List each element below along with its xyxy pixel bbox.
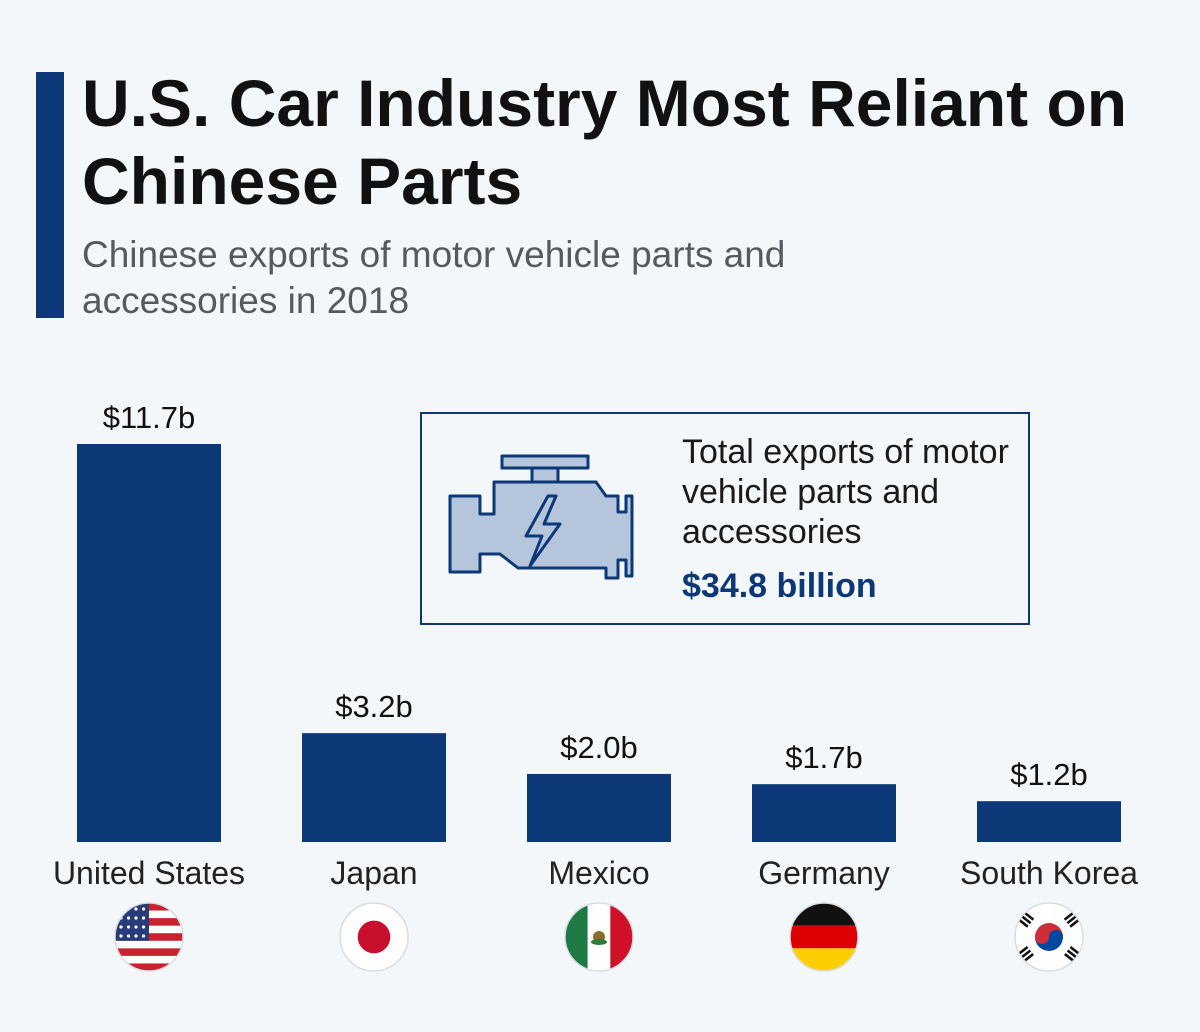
bar-south-korea xyxy=(977,801,1121,842)
germany-flag-icon xyxy=(789,902,859,972)
value-label-germany: $1.7b xyxy=(785,740,863,775)
category-label-japan: Japan xyxy=(330,855,417,891)
south-korea-flag-icon xyxy=(1014,902,1084,972)
value-label-japan: $3.2b xyxy=(335,689,413,724)
category-label-united-states: United States xyxy=(53,855,245,891)
us-flag-icon xyxy=(114,902,184,972)
title-accent-bar xyxy=(36,72,64,318)
value-label-united-states: $11.7b xyxy=(103,400,196,435)
total-exports-label: Total exports of motor vehicle parts and… xyxy=(682,433,1009,551)
mexico-flag-icon xyxy=(564,902,634,972)
bar-japan xyxy=(302,733,446,842)
bar-germany xyxy=(752,784,896,842)
category-label-germany: Germany xyxy=(758,855,890,891)
chart-subtitle: Chinese exports of motor vehicle parts a… xyxy=(82,234,786,321)
total-exports-box: Total exports of motor vehicle parts and… xyxy=(420,412,1030,625)
category-label-mexico: Mexico xyxy=(548,855,649,891)
value-label-mexico: $2.0b xyxy=(560,730,638,765)
total-exports-value: $34.8 billion xyxy=(682,567,877,605)
value-label-south-korea: $1.2b xyxy=(1010,757,1088,792)
japan-flag-icon xyxy=(339,902,409,972)
bar-mexico xyxy=(527,773,671,842)
bar-united-states xyxy=(77,444,221,842)
engine-icon xyxy=(448,454,634,580)
category-label-south-korea: South Korea xyxy=(960,855,1138,891)
chart-title: U.S. Car Industry Most Reliant on Chines… xyxy=(82,66,1128,218)
